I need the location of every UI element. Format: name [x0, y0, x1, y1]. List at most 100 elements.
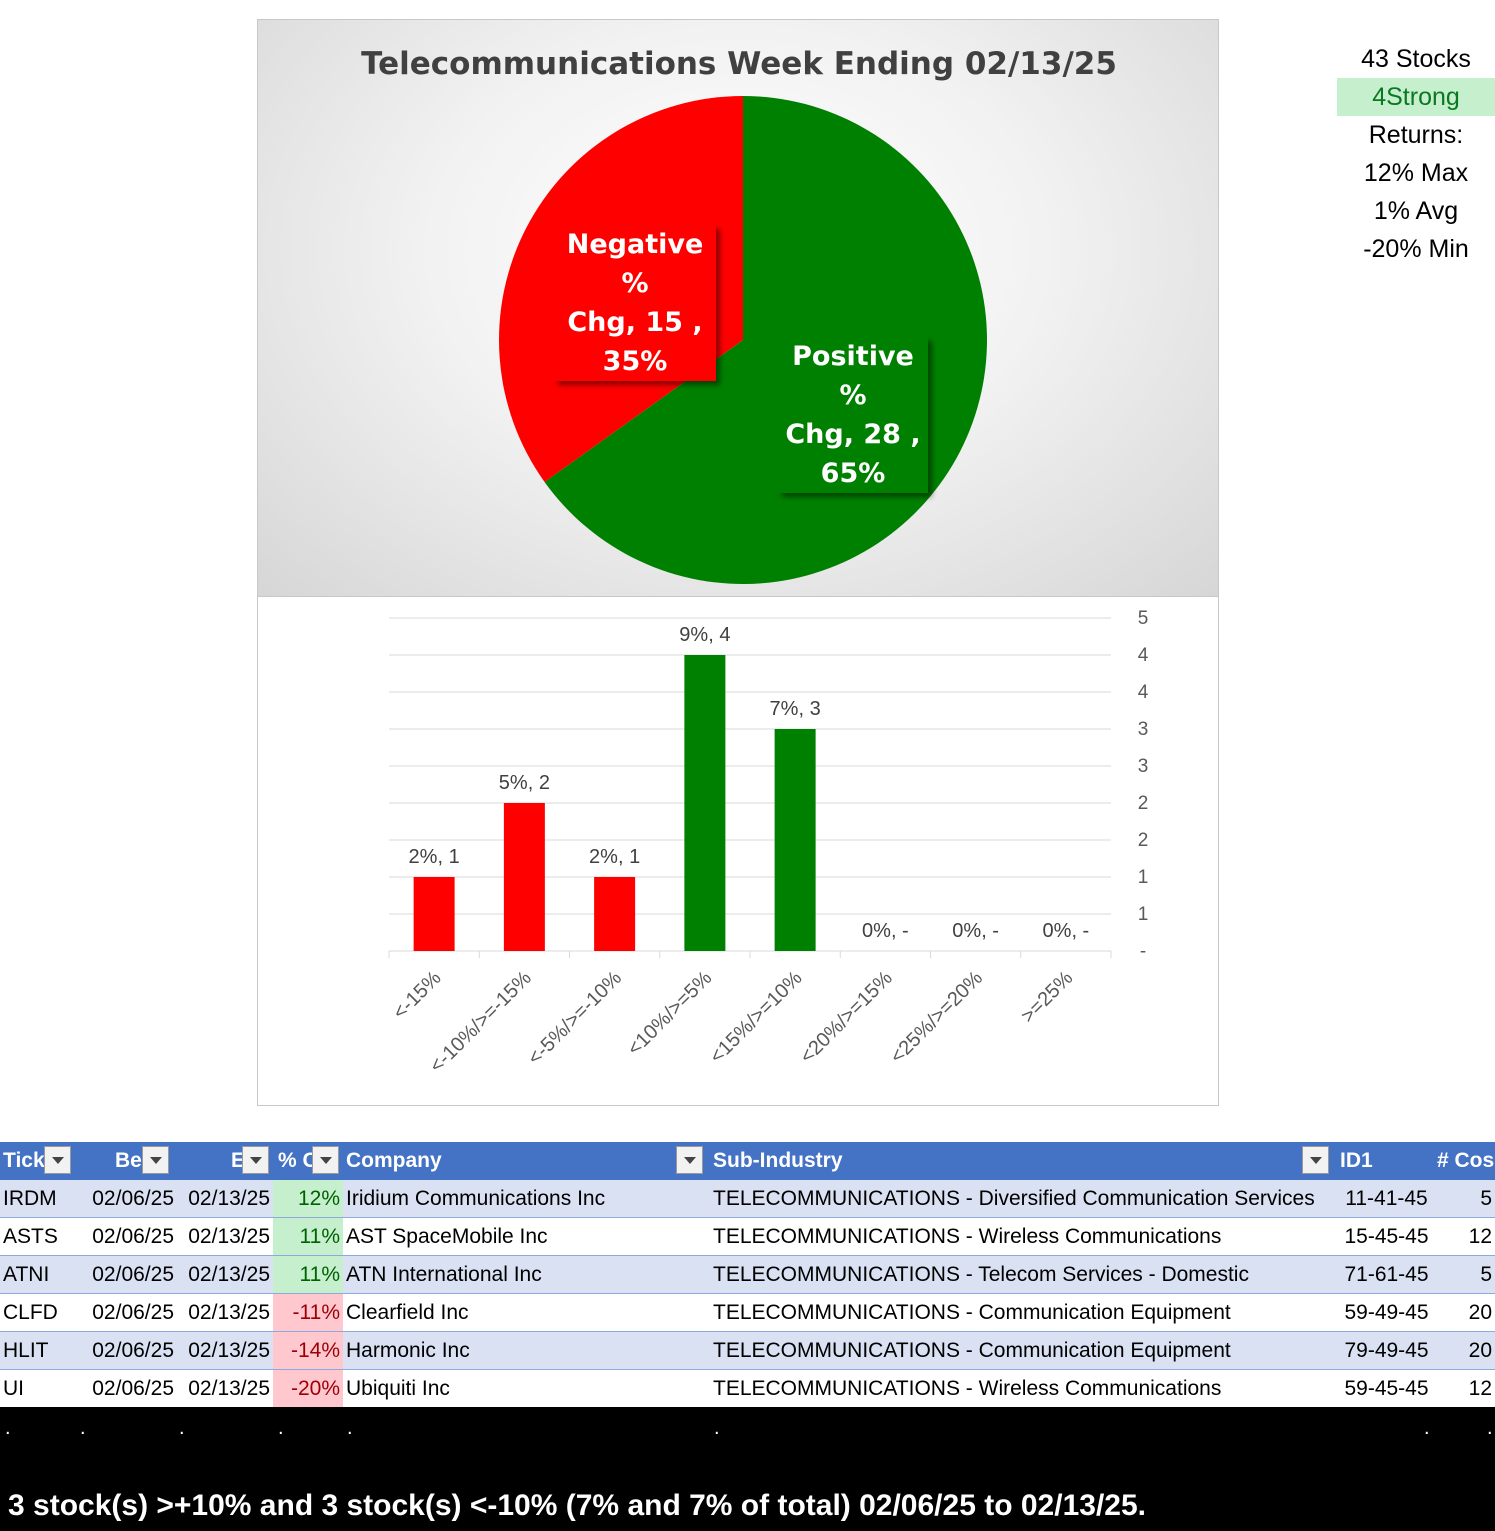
cell-end-date[interactable]: 02/13/25 [177, 1293, 273, 1332]
cell-end-date[interactable]: 02/13/25 [177, 1331, 273, 1370]
cell-pct-change[interactable]: 12% [273, 1180, 343, 1218]
cell-begin-date[interactable]: 02/06/25 [78, 1180, 177, 1218]
cell-end-date[interactable]: 02/13/25 [177, 1255, 273, 1294]
pie-label-positive-line: Positive % [792, 341, 914, 411]
y-tick-label: 3 [1138, 756, 1149, 777]
footer-dot: . [80, 1417, 86, 1439]
cell-sub-industry[interactable]: TELECOMMUNICATIONS - Telecom Services - … [710, 1255, 1340, 1294]
cell-id1[interactable]: 59-49-45 [1340, 1293, 1433, 1332]
filter-dropdown-button[interactable] [44, 1146, 71, 1174]
table-row[interactable]: HLIT 02/06/25 02/13/25 -14% Harmonic Inc TELE… [0, 1331, 1495, 1370]
header-end: E [177, 1142, 273, 1180]
cell-ticker[interactable]: ASTS [0, 1217, 78, 1256]
cell-pct-change[interactable]: 11% [273, 1255, 343, 1294]
cell-cos[interactable]: 5 [1433, 1255, 1495, 1294]
table-row[interactable]: UI 02/06/25 02/13/25 -20% Ubiquiti Inc TELECO… [0, 1369, 1495, 1408]
header-label: Be [115, 1149, 142, 1172]
cell-company[interactable]: Iridium Communications Inc [343, 1180, 710, 1218]
cell-id1[interactable]: 79-49-45 [1340, 1331, 1433, 1370]
cell-id1[interactable]: 11-41-45 [1340, 1180, 1433, 1218]
cell-ticker[interactable]: IRDM [0, 1180, 78, 1218]
stocks-count: 43 Stocks [1361, 45, 1471, 73]
cell-pct-change[interactable]: 11% [273, 1217, 343, 1256]
pie-label-negative: Negative % Chg, 15 , 35% [554, 225, 716, 381]
x-category-label: <15%/>=10% [706, 967, 807, 1068]
pie-chart-panel: Telecommunications Week Ending 02/13/25 … [257, 19, 1219, 597]
cell-ticker[interactable]: UI [0, 1369, 78, 1408]
summary-footer: . . . . . . . . 3 stock(s) >+10% and 3 s… [0, 1407, 1495, 1531]
cell-begin-date[interactable]: 02/06/25 [78, 1255, 177, 1294]
footer-dot: . [1424, 1417, 1430, 1439]
distribution-bar-chart-panel: -1 1 2 2 3 3 4 4 5 2%, 1 <-15% 5%, 2 <-10%/>=-15% 2%,… [257, 597, 1219, 1106]
cell-company[interactable]: AST SpaceMobile Inc [343, 1217, 710, 1256]
table-row[interactable]: IRDM 02/06/25 02/13/25 12% Iridium Communica… [0, 1180, 1495, 1218]
header-label: E [231, 1149, 246, 1172]
cell-ticker[interactable]: ATNI [0, 1255, 78, 1294]
filter-dropdown-button[interactable] [242, 1146, 269, 1174]
cell-begin-date[interactable]: 02/06/25 [78, 1217, 177, 1256]
cell-pct-change[interactable]: -20% [273, 1369, 343, 1408]
cell-ticker[interactable]: CLFD [0, 1293, 78, 1332]
cell-begin-date[interactable]: 02/06/25 [78, 1331, 177, 1370]
pie-chart-title: Telecommunications Week Ending 02/13/25 [361, 46, 1117, 82]
table-row[interactable]: CLFD 02/06/25 02/13/25 -11% Clearfield Inc TE… [0, 1293, 1495, 1332]
x-category-label: <25%/>=20% [886, 967, 987, 1068]
cell-cos[interactable]: 20 [1433, 1293, 1495, 1332]
cell-company[interactable]: Clearfield Inc [343, 1293, 710, 1332]
y-tick-label: - [1140, 941, 1146, 962]
cell-sub-industry[interactable]: TELECOMMUNICATIONS - Diversified Communi… [710, 1180, 1340, 1218]
cell-sub-industry[interactable]: TELECOMMUNICATIONS - Wireless Communicat… [710, 1369, 1340, 1408]
table-header-row: Tick Be E % C Company Sub-Industry ID1 #… [0, 1142, 1495, 1180]
y-tick-label: 1 [1138, 867, 1149, 888]
table-row[interactable]: ASTS 02/06/25 02/13/25 11% AST SpaceMobile I… [0, 1217, 1495, 1256]
filter-dropdown-button[interactable] [1302, 1146, 1329, 1174]
footer-dot: . [5, 1417, 11, 1439]
bar [503, 803, 545, 951]
header-id1: ID1 [1340, 1142, 1433, 1180]
cell-ticker[interactable]: HLIT [0, 1331, 78, 1370]
cell-sub-industry[interactable]: TELECOMMUNICATIONS - Communication Equip… [710, 1293, 1340, 1332]
cell-cos[interactable]: 20 [1433, 1331, 1495, 1370]
cell-sub-industry[interactable]: TELECOMMUNICATIONS - Wireless Communicat… [710, 1217, 1340, 1256]
cell-id1[interactable]: 59-45-45 [1340, 1369, 1433, 1408]
cell-pct-change[interactable]: -11% [273, 1293, 343, 1332]
cell-begin-date[interactable]: 02/06/25 [78, 1293, 177, 1332]
returns-min: -20% Min [1363, 235, 1469, 263]
header-begin: Be [78, 1142, 177, 1180]
bar [684, 655, 726, 951]
cell-company[interactable]: Ubiquiti Inc [343, 1369, 710, 1408]
x-category-label: <-5%/>=-10% [524, 967, 627, 1070]
cell-end-date[interactable]: 02/13/25 [177, 1217, 273, 1256]
cell-sub-industry[interactable]: TELECOMMUNICATIONS - Communication Equip… [710, 1331, 1340, 1370]
y-tick-label: 1 [1138, 904, 1149, 925]
filter-dropdown-button[interactable] [676, 1146, 703, 1174]
pie-label-positive-line: 65% [820, 458, 886, 489]
stats-summary: 43 Stocks 4Strong Returns: 12% Max 1% Av… [1337, 40, 1495, 268]
x-category-label: <10%/>=5% [623, 967, 716, 1060]
bar [413, 877, 455, 951]
bar-data-label: 2%, 1 [409, 846, 460, 868]
cell-end-date[interactable]: 02/13/25 [177, 1180, 273, 1218]
header-pct-change: % C [273, 1142, 343, 1180]
returns-max: 12% Max [1363, 159, 1469, 187]
cell-company[interactable]: Harmonic Inc [343, 1331, 710, 1370]
cell-company[interactable]: ATN International Inc [343, 1255, 710, 1294]
cell-cos[interactable]: 12 [1433, 1369, 1495, 1408]
pie-label-positive: Positive % Chg, 28 , 65% [778, 337, 928, 493]
returns-label: Returns: [1368, 121, 1464, 149]
cell-cos[interactable]: 5 [1433, 1180, 1495, 1218]
cell-pct-change[interactable]: -14% [273, 1331, 343, 1370]
cell-cos[interactable]: 12 [1433, 1217, 1495, 1256]
cell-begin-date[interactable]: 02/06/25 [78, 1369, 177, 1408]
cell-end-date[interactable]: 02/13/25 [177, 1369, 273, 1408]
pie-label-positive-line: Chg, 28 , [785, 419, 921, 450]
cell-id1[interactable]: 15-45-45 [1340, 1217, 1433, 1256]
cell-id1[interactable]: 71-61-45 [1340, 1255, 1433, 1294]
table-row[interactable]: ATNI 02/06/25 02/13/25 11% ATN International… [0, 1255, 1495, 1294]
y-tick-label: 3 [1138, 719, 1149, 740]
filter-dropdown-button[interactable] [312, 1146, 339, 1174]
filter-dropdown-button[interactable] [142, 1146, 169, 1174]
header-ticker: Tick [0, 1142, 78, 1180]
y-tick-label: 2 [1138, 793, 1149, 814]
